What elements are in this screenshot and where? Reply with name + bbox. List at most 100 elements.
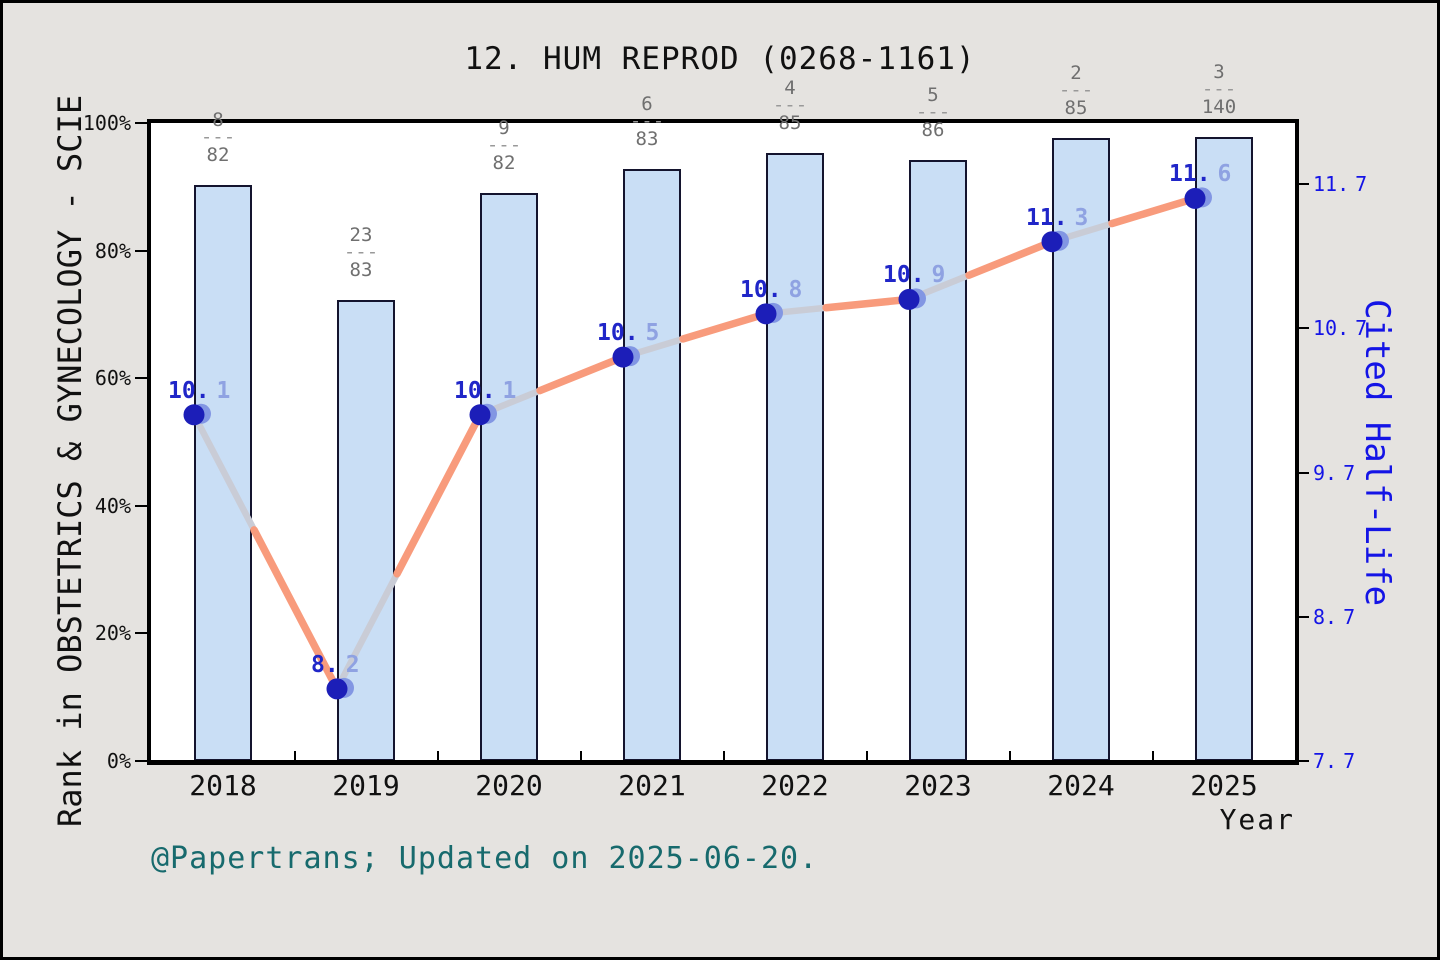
data-point-marker <box>183 404 205 426</box>
value-frac-part: 3 <box>1074 204 1089 231</box>
left-axis-tick <box>135 760 149 762</box>
rank-bar <box>1195 136 1253 761</box>
right-axis-tick <box>1295 471 1309 474</box>
right-axis-tick-label: 11. 7 <box>1313 174 1367 194</box>
fraction-separator: --- <box>1058 79 1094 101</box>
cited-half-life-value-label: 8. 2 <box>311 652 360 678</box>
x-axis-minor-tick <box>722 751 725 761</box>
right-axis-tick <box>1295 183 1309 185</box>
fraction-separator: --- <box>1201 77 1237 100</box>
plot-area: 10. 1 8. 2 10. 1 10. 5 10. 8 10. 9 11. 3 11. 6 <box>151 123 1295 761</box>
data-point-marker <box>612 346 634 368</box>
cited-half-life-value-label: 10. 9 <box>883 262 945 288</box>
tick-int-part: 8. <box>1313 604 1338 629</box>
line-segment <box>965 237 1056 279</box>
cited-half-life-value-label: 10. 5 <box>597 320 659 346</box>
value-int-part: 11. <box>1169 161 1211 188</box>
data-point-marker <box>326 678 348 700</box>
value-frac-part: 1 <box>502 377 517 404</box>
value-frac-part: 2 <box>345 651 360 678</box>
value-frac-part: 8 <box>788 276 803 303</box>
fraction-numerator: 6 <box>641 93 653 116</box>
tick-int-part: 11. <box>1313 172 1350 196</box>
value-int-part: 11. <box>1026 204 1068 231</box>
value-frac-part: 6 <box>1217 161 1232 188</box>
x-axis-minor-tick <box>1151 751 1154 761</box>
x-axis-minor-tick <box>293 751 296 761</box>
value-int-part: 10. <box>883 262 925 289</box>
rank-bar <box>909 160 967 761</box>
line-segment <box>822 295 913 312</box>
data-point-marker <box>1184 187 1206 209</box>
left-axis-tick <box>135 632 149 635</box>
line-segment <box>679 310 770 343</box>
x-axis-year-label: 2021 <box>618 769 686 802</box>
rank-bar <box>480 193 538 761</box>
left-axis-title: Rank in OBSTETRICS & GYNECOLOGY - SCIE <box>51 94 89 828</box>
value-frac-part: 5 <box>645 320 660 347</box>
x-axis-title: Year <box>1219 803 1295 836</box>
line-segment <box>536 353 627 395</box>
x-axis-year-label: 2020 <box>475 769 543 802</box>
tick-frac-part: 7 <box>1343 460 1356 485</box>
data-point-marker <box>898 288 920 310</box>
fraction-numerator: 4 <box>784 77 796 99</box>
tick-int-part: 9. <box>1313 460 1338 485</box>
right-axis-tick-label: 9. 7 <box>1313 463 1355 483</box>
x-axis-minor-tick <box>579 751 582 761</box>
fraction-denominator: 85 <box>1064 97 1088 119</box>
value-frac-part: 1 <box>216 377 231 404</box>
right-axis-tick-label: 7. 7 <box>1313 751 1355 771</box>
data-point-marker <box>755 303 777 325</box>
value-int-part: 10. <box>454 377 496 404</box>
value-int-part: 8. <box>311 651 339 678</box>
fraction-denominator: 140 <box>1201 95 1237 118</box>
x-axis-year-label: 2022 <box>761 769 829 802</box>
x-axis-year-label: 2018 <box>189 769 257 802</box>
left-axis-tick <box>135 122 149 124</box>
rank-bar <box>623 169 681 761</box>
value-int-part: 10. <box>168 377 210 404</box>
x-axis-year-label: 2019 <box>332 769 400 802</box>
right-axis-tick <box>1295 327 1309 330</box>
line-segment <box>393 411 484 578</box>
x-axis-minor-tick <box>865 751 868 761</box>
cited-half-life-value-label: 10. 8 <box>740 277 802 303</box>
right-axis-tick-label: 8. 7 <box>1313 607 1355 627</box>
rank-bar <box>766 153 824 761</box>
x-axis-year-label: 2023 <box>904 769 972 802</box>
cited-half-life-line-chart <box>183 187 1212 700</box>
value-int-part: 10. <box>597 320 639 347</box>
x-axis-minor-tick <box>436 751 439 761</box>
value-int-part: 10. <box>740 276 782 303</box>
tick-frac-part: 7 <box>1343 604 1356 629</box>
right-axis-title: Cited Half-Life <box>1357 299 1397 607</box>
line-segment <box>250 526 341 693</box>
value-frac-part: 9 <box>931 262 946 289</box>
left-axis-tick <box>135 377 149 380</box>
right-axis-tick <box>1295 760 1309 762</box>
right-axis-tick <box>1295 615 1309 618</box>
x-axis-year-label: 2025 <box>1190 769 1258 802</box>
left-axis-tick <box>135 249 149 252</box>
x-axis-year-label: 2024 <box>1047 769 1115 802</box>
cited-half-life-value-label: 11. 3 <box>1026 205 1088 231</box>
chart-title: 12. HUM REPROD (0268-1161) <box>464 41 976 77</box>
cited-half-life-value-label: 10. 1 <box>454 378 516 404</box>
fraction-numerator: 5 <box>927 84 939 107</box>
tick-int-part: 7. <box>1313 749 1338 773</box>
tick-frac-part: 7 <box>1343 749 1356 773</box>
tick-int-part: 10. <box>1313 316 1350 341</box>
fraction-separator: --- <box>915 101 951 124</box>
left-axis-tick <box>135 504 149 507</box>
fraction-separator: --- <box>772 94 808 116</box>
cited-half-life-value-label: 11. 6 <box>1169 161 1231 187</box>
data-point-marker <box>469 404 491 426</box>
x-axis-minor-tick <box>1008 751 1011 761</box>
footer-credit: @Papertrans; Updated on 2025-06-20. <box>151 841 819 876</box>
cited-half-life-value-label: 10. 1 <box>168 378 230 404</box>
data-point-marker <box>1041 231 1063 253</box>
tick-frac-part: 7 <box>1355 172 1368 196</box>
line-segment <box>1108 194 1199 228</box>
